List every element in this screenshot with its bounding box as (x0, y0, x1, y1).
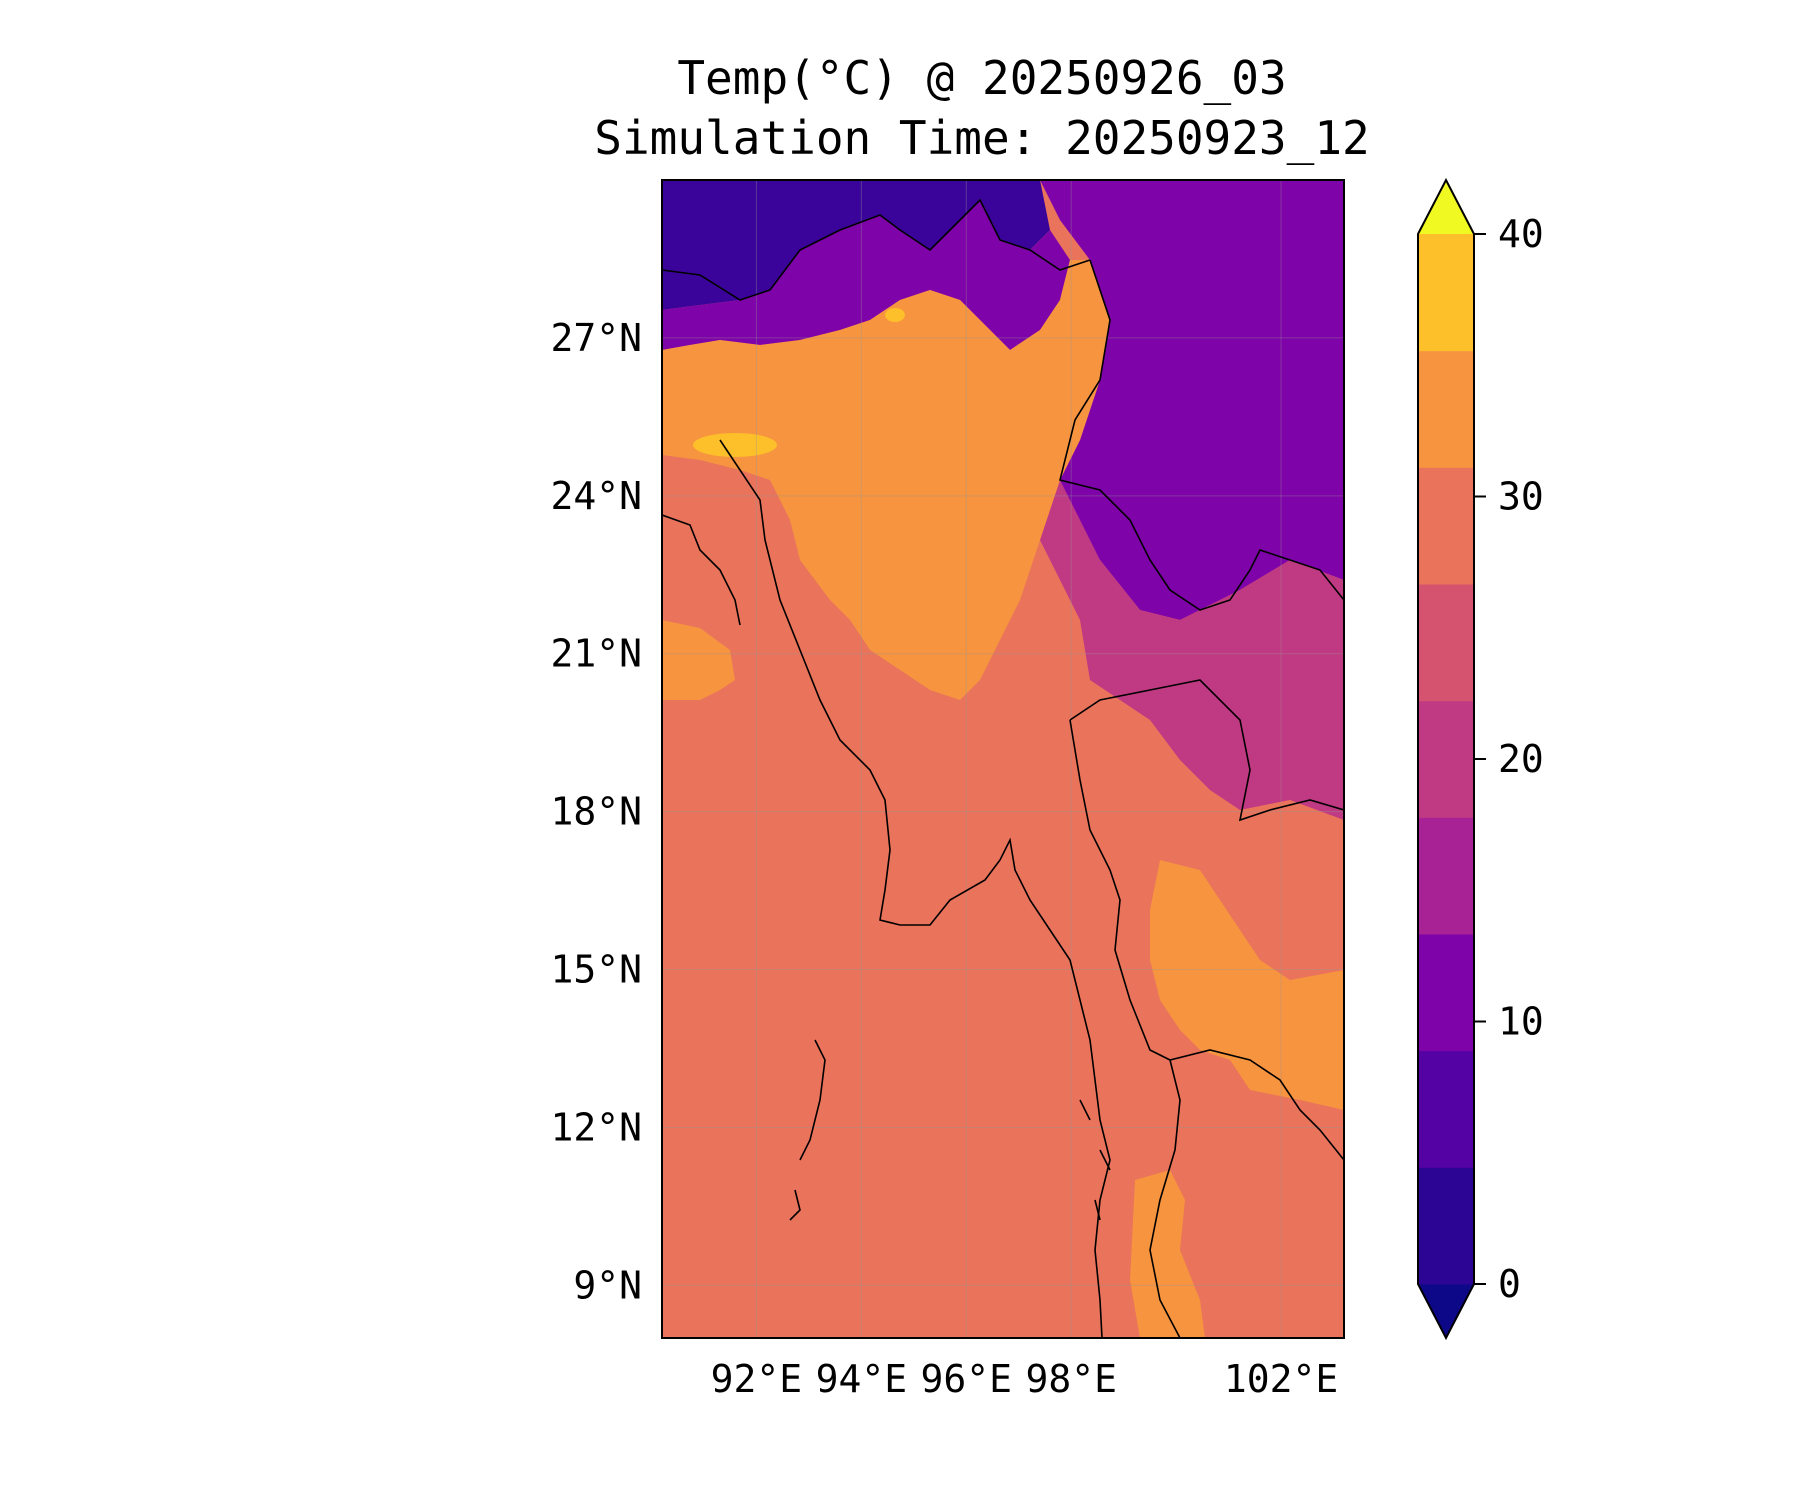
colorbar-tick-label: 30 (1498, 475, 1544, 519)
northeast-cool-region (1040, 180, 1344, 620)
china-border (1059, 259, 1344, 611)
colorbar-band (1418, 467, 1474, 585)
mergui-islands (1079, 1099, 1111, 1221)
longitude-tick-label: 92°E (711, 1357, 803, 1401)
colorbar-band (1418, 584, 1474, 702)
longitude-tick-label: 102°E (1224, 1357, 1338, 1401)
colorbar-band (1418, 934, 1474, 1052)
map-panel (662, 180, 1344, 1338)
latitude-labels: 27°N 24°N 21°N 18°N 15°N 12°N 9°N (550, 316, 642, 1307)
title-line-2: Simulation Time: 20250923_12 (594, 111, 1369, 165)
colorbar-extend-max (1418, 180, 1474, 234)
east-mild-region (1040, 480, 1344, 820)
thailand-border (1069, 719, 1344, 1161)
title-line-1: Temp(°C) @ 20250926_03 (677, 51, 1286, 105)
bay-hot-region (662, 620, 735, 700)
central-hot-region (662, 260, 1110, 700)
latitude-tick-label: 27°N (550, 316, 642, 360)
graticule (662, 180, 1344, 1338)
colorbar-tick-label: 0 (1498, 1262, 1521, 1306)
coastlines-and-borders (662, 198, 1344, 1338)
bangladesh-coast (662, 514, 741, 626)
longitude-tick-label: 96°E (921, 1357, 1013, 1401)
colorbar-band (1418, 1050, 1474, 1168)
colorbar-band (1418, 234, 1474, 352)
colorbar-tick-label: 20 (1498, 737, 1544, 781)
colorbar-band (1418, 350, 1474, 468)
colorbar-tick-label: 10 (1498, 1000, 1544, 1044)
north-cold-region (662, 180, 1050, 310)
india-border-north (662, 198, 1091, 301)
very-hot-spot-assam (693, 433, 777, 457)
colorbar-extend-min (1418, 1284, 1474, 1338)
laos-thai-border (1069, 679, 1344, 822)
thailand-hot-region (1150, 860, 1344, 1110)
colorbar-tick-label: 40 (1498, 212, 1544, 256)
myanmar-coast (719, 439, 1111, 1338)
longitude-labels: 92°E 94°E 96°E 98°E 102°E (711, 1357, 1339, 1401)
latitude-tick-label: 18°N (550, 790, 642, 834)
gulf-coast (1149, 1059, 1181, 1338)
latitude-tick-label: 15°N (550, 948, 642, 992)
colorbar-band (1418, 817, 1474, 935)
longitude-tick-label: 98°E (1025, 1357, 1117, 1401)
south-hot-strip (1130, 1170, 1205, 1338)
latitude-tick-label: 12°N (550, 1105, 642, 1149)
map-frame (661, 179, 1345, 1339)
colorbar: 40 30 20 10 0 (1417, 177, 1544, 1341)
andaman-islands (789, 1039, 826, 1221)
longitude-tick-label: 94°E (816, 1357, 908, 1401)
north-cool-fringe (662, 200, 1070, 350)
colorbar-band (1418, 1167, 1474, 1285)
latitude-tick-label: 21°N (550, 632, 642, 676)
colorbar-band (1418, 700, 1474, 818)
very-hot-spot-north (885, 308, 905, 322)
latitude-tick-label: 9°N (573, 1263, 642, 1307)
latitude-tick-label: 24°N (550, 474, 642, 518)
